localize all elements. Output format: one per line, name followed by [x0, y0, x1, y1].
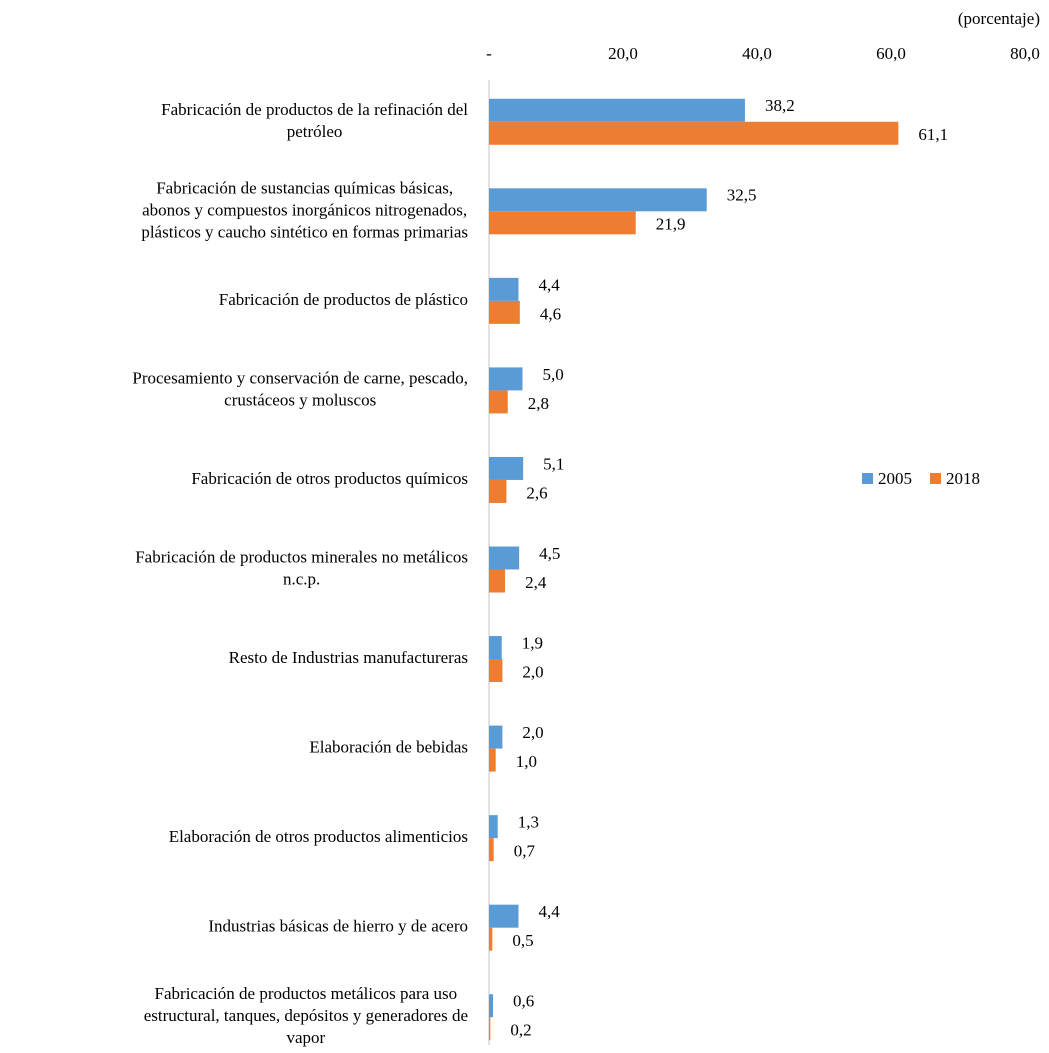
category-label: Elaboración de bebidas	[309, 737, 468, 756]
legend-label: 2018	[946, 469, 980, 488]
bar	[489, 390, 508, 414]
category-label: Fabricación de productos minerales no me…	[135, 547, 468, 588]
value-label: 4,4	[538, 275, 560, 294]
bar	[489, 367, 523, 391]
value-label: 1,0	[516, 752, 537, 771]
category-label: Fabricación de productos de plástico	[219, 290, 468, 309]
value-label: 1,9	[522, 633, 543, 652]
bar	[489, 1017, 491, 1041]
bar	[489, 277, 519, 301]
unit-label: (porcentaje)	[958, 9, 1040, 28]
bar	[489, 748, 496, 772]
legend-swatch	[930, 473, 941, 484]
value-label: 2,6	[526, 483, 547, 502]
category-label: Fabricación de productos de la refinació…	[161, 100, 468, 141]
value-label: 2,8	[528, 394, 549, 413]
value-label: 0,7	[514, 842, 536, 861]
x-tick-label: -	[486, 44, 492, 63]
category-label: Fabricación de sustancias químicas básic…	[141, 178, 468, 241]
bar	[489, 456, 524, 480]
category-label: Resto de Industrias manufactureras	[229, 648, 468, 667]
category-label: Elaboración de otros productos alimentic…	[169, 827, 468, 846]
legend-swatch	[862, 473, 873, 484]
bar	[489, 725, 503, 749]
value-label: 2,4	[525, 573, 547, 592]
x-tick-label: 80,0	[1010, 44, 1040, 63]
value-label: 2,0	[522, 662, 543, 681]
value-label: 4,4	[538, 902, 560, 921]
bar	[489, 300, 520, 324]
value-label: 5,0	[543, 365, 564, 384]
category-label: Industrias básicas de hierro y de acero	[208, 917, 468, 936]
bar	[489, 904, 519, 928]
x-tick-label: 20,0	[608, 44, 638, 63]
bar	[489, 815, 498, 839]
bar	[489, 927, 493, 951]
x-tick-label: 40,0	[742, 44, 772, 63]
category-label: Fabricación de otros productos químicos	[191, 469, 468, 488]
bar	[489, 479, 507, 503]
value-label: 0,5	[512, 931, 533, 950]
bar	[489, 636, 502, 660]
bar	[489, 98, 745, 122]
bar	[489, 994, 494, 1018]
bar	[489, 211, 636, 235]
value-label: 38,2	[765, 96, 795, 115]
value-label: 4,5	[539, 544, 560, 563]
value-label: 4,6	[540, 304, 561, 323]
category-label: Fabricación de productos metálicos para …	[144, 984, 468, 1047]
value-label: 5,1	[543, 454, 564, 473]
x-tick-label: 60,0	[876, 44, 906, 63]
bar	[489, 121, 899, 145]
bar	[489, 838, 494, 862]
value-label: 0,2	[510, 1021, 531, 1040]
bar	[489, 188, 707, 212]
bar	[489, 569, 506, 593]
category-label: Procesamiento y conservación de carne, p…	[132, 368, 468, 409]
bar	[489, 546, 520, 570]
bar	[489, 659, 503, 683]
value-label: 21,9	[656, 215, 686, 234]
value-label: 2,0	[522, 723, 543, 742]
value-label: 1,3	[518, 813, 539, 832]
legend-label: 2005	[878, 469, 912, 488]
value-label: 0,6	[513, 992, 534, 1011]
value-label: 32,5	[727, 186, 757, 205]
value-label: 61,1	[918, 125, 948, 144]
